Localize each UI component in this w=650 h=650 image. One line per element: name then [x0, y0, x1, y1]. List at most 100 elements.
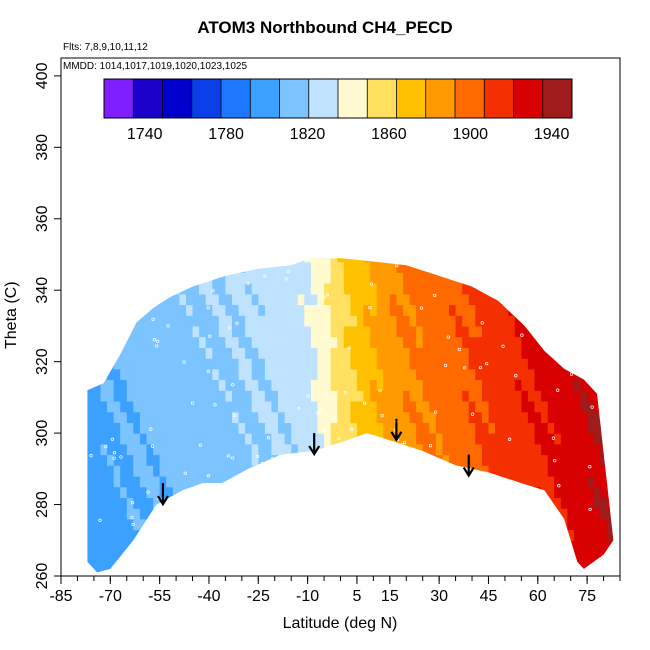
- field-cell: [606, 258, 614, 263]
- field-cell: [172, 368, 180, 381]
- field-cell: [199, 368, 207, 381]
- field-cell: [278, 465, 286, 477]
- field-cell: [574, 518, 582, 531]
- field-cell: [205, 433, 213, 445]
- field-cell: [593, 258, 601, 263]
- field-cell: [87, 443, 95, 456]
- field-cell: [337, 336, 345, 348]
- field-cell: [153, 315, 161, 327]
- field-cell: [403, 476, 411, 488]
- field-cell: [350, 358, 358, 370]
- field-cell: [87, 336, 95, 348]
- field-cell: [133, 433, 141, 445]
- field-cell: [317, 518, 325, 531]
- field-cell: [435, 336, 444, 348]
- field-cell: [541, 347, 549, 359]
- field-cell: [527, 529, 536, 541]
- field-cell: [139, 258, 148, 263]
- field-cell: [501, 529, 509, 541]
- field-cell: [317, 283, 325, 295]
- field-cell: [126, 411, 134, 423]
- field-cell: [238, 336, 246, 348]
- y-tick-label: 260: [34, 563, 51, 590]
- field-cell: [409, 325, 417, 338]
- field-cell: [245, 518, 253, 531]
- field-cell: [317, 379, 325, 391]
- field-cell: [304, 411, 312, 423]
- sample-point: [224, 492, 228, 497]
- field-cell: [567, 540, 575, 552]
- field-cell: [416, 315, 424, 327]
- field-cell: [87, 315, 95, 327]
- field-cell: [514, 411, 522, 423]
- field-cell: [449, 497, 457, 509]
- field-cell: [481, 390, 490, 402]
- field-cell: [337, 390, 345, 402]
- field-cell: [481, 293, 490, 306]
- field-cell: [139, 325, 148, 338]
- colorbar-swatch: [256, 79, 263, 118]
- field-cell: [87, 325, 95, 338]
- sample-point: [227, 326, 232, 330]
- field-cell: [153, 476, 161, 488]
- field-cell: [514, 497, 522, 509]
- field-cell: [186, 261, 194, 273]
- field-cell: [146, 283, 154, 295]
- field-cell: [160, 240, 167, 251]
- field-cell: [127, 572, 134, 583]
- field-cell: [310, 518, 319, 531]
- field-cell: [317, 454, 325, 466]
- field-cell: [541, 476, 549, 488]
- field-cell: [126, 258, 134, 263]
- sample-point: [433, 293, 437, 298]
- field-cell: [166, 304, 174, 316]
- field-cell: [587, 304, 595, 316]
- field-cell: [376, 551, 384, 563]
- field-cell: [396, 422, 404, 434]
- field-cell: [297, 261, 305, 273]
- sample-point: [507, 437, 512, 441]
- field-cell: [212, 540, 220, 552]
- field-cell: [278, 347, 286, 359]
- field-cell: [199, 561, 207, 573]
- field-cell: [356, 293, 365, 306]
- field-cell: [403, 240, 410, 251]
- field-cell: [107, 497, 115, 509]
- field-cell: [554, 368, 562, 381]
- field-cell: [139, 272, 148, 284]
- sample-point: [325, 292, 330, 297]
- field-cell: [271, 561, 279, 573]
- field-cell: [251, 529, 259, 541]
- field-cell: [521, 508, 529, 520]
- field-cell: [580, 433, 588, 445]
- sample-point: [112, 451, 117, 455]
- field-cell: [343, 336, 351, 348]
- field-cell: [600, 336, 608, 348]
- sample-point: [175, 258, 179, 261]
- field-cell: [554, 283, 562, 295]
- field-cell: [442, 422, 450, 434]
- field-cell: [146, 465, 154, 477]
- field-cell: [284, 368, 292, 381]
- field-cell: [297, 433, 305, 445]
- field-cell: [330, 368, 338, 381]
- field-cell: [547, 283, 555, 295]
- field-cell: [435, 315, 444, 327]
- field-cell: [481, 497, 490, 509]
- field-cell: [508, 325, 516, 338]
- field-cell: [126, 304, 134, 316]
- field-cell: [475, 315, 483, 327]
- field-cell: [343, 368, 351, 381]
- field-cell: [126, 315, 134, 327]
- field-cell: [376, 486, 384, 498]
- field-cell: [363, 529, 371, 541]
- sample-point: [174, 555, 178, 559]
- field-cell: [271, 336, 279, 348]
- colorbar-swatch: [238, 79, 245, 118]
- colorbar-swatch: [326, 79, 333, 118]
- field-cell: [468, 529, 476, 541]
- field-cell: [587, 347, 595, 359]
- field-cell: [409, 476, 417, 488]
- field-cell: [462, 486, 470, 498]
- field-cell: [449, 272, 457, 284]
